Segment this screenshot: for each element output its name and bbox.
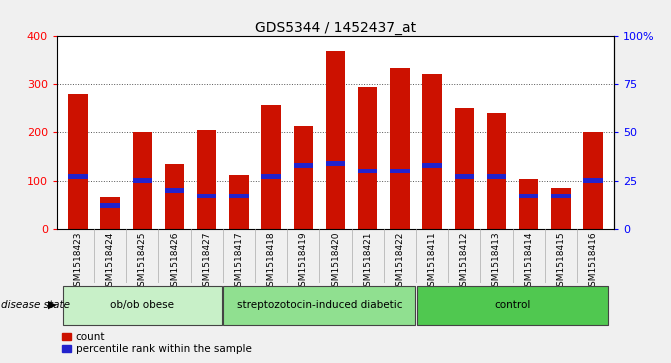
Bar [583,178,603,183]
Text: GSM1518413: GSM1518413 [492,232,501,292]
Bar [68,174,88,179]
Bar [133,178,152,183]
Bar [551,188,570,229]
Text: GSM1518421: GSM1518421 [363,232,372,292]
Bar [519,193,538,199]
Bar [133,132,152,229]
Text: GSM1518427: GSM1518427 [202,232,211,292]
Text: GSM1518411: GSM1518411 [427,232,437,292]
Bar [423,163,442,168]
FancyBboxPatch shape [223,286,415,325]
Bar [262,105,280,229]
Text: ob/ob obese: ob/ob obese [110,300,174,310]
Bar [583,132,603,229]
Bar [229,175,248,229]
Legend: count, percentile rank within the sample: count, percentile rank within the sample [62,332,252,354]
Bar [165,188,185,193]
Bar [519,179,538,229]
Bar [358,168,377,174]
Bar [294,163,313,168]
Text: GSM1518418: GSM1518418 [266,232,276,292]
Text: GSM1518414: GSM1518414 [524,232,533,292]
Text: GSM1518412: GSM1518412 [460,232,469,292]
Text: GSM1518415: GSM1518415 [556,232,566,292]
Text: GSM1518425: GSM1518425 [138,232,147,292]
Bar [229,193,248,199]
FancyBboxPatch shape [62,286,222,325]
Bar [101,197,120,229]
Bar [455,174,474,179]
Bar [101,203,120,208]
Text: GSM1518424: GSM1518424 [105,232,115,292]
Text: ▶: ▶ [48,300,57,310]
Text: streptozotocin-induced diabetic: streptozotocin-induced diabetic [237,300,402,310]
Bar [391,68,409,229]
Bar [68,94,88,229]
Bar [391,168,409,174]
Bar [326,51,345,229]
Bar [326,161,345,166]
Text: GSM1518419: GSM1518419 [299,232,308,292]
Bar [165,164,185,229]
Bar [423,74,442,229]
Title: GDS5344 / 1452437_at: GDS5344 / 1452437_at [255,21,416,35]
Bar [486,174,506,179]
Text: GSM1518423: GSM1518423 [73,232,83,292]
Text: GSM1518420: GSM1518420 [331,232,340,292]
Bar [486,113,506,229]
Bar [358,87,377,229]
Bar [455,109,474,229]
Bar [262,174,280,179]
FancyBboxPatch shape [417,286,609,325]
Text: GSM1518417: GSM1518417 [234,232,244,292]
Bar [551,193,570,199]
Bar [294,126,313,229]
Text: GSM1518422: GSM1518422 [395,232,405,292]
Text: GSM1518426: GSM1518426 [170,232,179,292]
Text: GSM1518416: GSM1518416 [588,232,598,292]
Text: control: control [495,300,531,310]
Bar [197,130,216,229]
Text: disease state: disease state [1,300,70,310]
Bar [197,193,216,199]
